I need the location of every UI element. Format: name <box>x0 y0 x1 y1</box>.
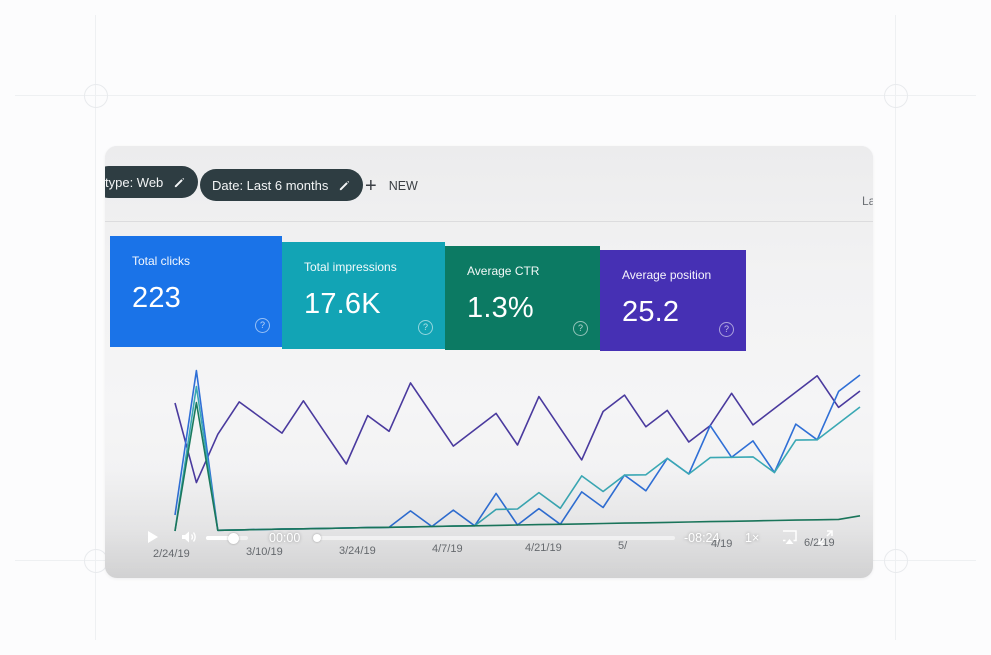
date-range-label: Date: Last 6 months <box>212 177 329 193</box>
player-controls <box>105 468 873 578</box>
toolbar-divider <box>105 221 873 222</box>
help-icon: ? <box>719 322 734 337</box>
pencil-icon <box>338 179 351 192</box>
metric-value: 1.3% <box>467 292 534 324</box>
metric-card-clicks: Total clicks 223 ? <box>110 236 282 347</box>
x-tick-label: 4/21/19 <box>525 542 562 554</box>
new-filter-label: NEW <box>388 179 418 193</box>
x-tick-label: 3/10/19 <box>246 546 283 558</box>
toolbar-edge-text: La <box>862 194 873 208</box>
frame-line-top <box>15 95 976 96</box>
frame-corner-circle <box>884 84 908 108</box>
frame-line-left <box>95 15 96 640</box>
chart-series-line-0 <box>174 375 861 484</box>
x-tick-label: 4/19 <box>711 538 732 550</box>
metric-label: Total clicks <box>132 254 191 268</box>
performance-line-chart <box>174 369 861 532</box>
new-filter-button: + NEW <box>365 176 418 196</box>
metric-card-position: Average position 25.2 ? <box>600 250 746 351</box>
metric-value: 17.6K <box>304 288 381 320</box>
frame-corner-circle <box>884 549 908 573</box>
x-tick-label: 2/24/19 <box>153 548 190 560</box>
plus-icon: + <box>365 175 377 197</box>
search-type-label: type: Web <box>105 174 164 190</box>
chart-series-line-3 <box>174 401 861 532</box>
x-tick-label: 4/7/19 <box>432 543 463 555</box>
video-player[interactable]: type: Web Date: Last 6 months + NEW La T… <box>105 146 873 578</box>
seek-bar-handle[interactable] <box>313 534 321 542</box>
volume-icon[interactable] <box>181 530 198 549</box>
frame-line-right <box>895 15 896 640</box>
seek-bar-track[interactable] <box>317 536 675 540</box>
metric-value: 25.2 <box>622 296 680 328</box>
current-time: 00:00 <box>269 531 301 545</box>
help-icon: ? <box>573 321 588 336</box>
frame-corner-circle <box>84 84 108 108</box>
volume-slider-fill <box>206 536 234 540</box>
play-icon[interactable] <box>147 530 159 549</box>
metric-card-impressions: Total impressions 17.6K ? <box>282 242 445 349</box>
search-type-chip: type: Web <box>105 166 199 198</box>
fullscreen-icon[interactable] <box>818 530 833 550</box>
metric-label: Average position <box>622 268 712 282</box>
metric-label: Total impressions <box>304 260 397 274</box>
airplay-icon[interactable] <box>781 530 798 550</box>
video-frame: type: Web Date: Last 6 months + NEW La T… <box>105 146 873 578</box>
metric-value: 223 <box>132 282 181 314</box>
metric-label: Average CTR <box>467 264 540 278</box>
help-icon: ? <box>255 318 270 333</box>
help-icon: ? <box>418 320 433 335</box>
remaining-time: -08:24 <box>684 531 720 545</box>
metric-card-ctr: Average CTR 1.3% ? <box>445 246 600 350</box>
playback-speed-button[interactable]: 1× <box>745 531 760 545</box>
x-tick-label: 5/ <box>618 540 627 552</box>
date-range-chip: Date: Last 6 months <box>200 169 364 201</box>
volume-slider-handle[interactable] <box>227 532 239 544</box>
x-tick-label: 3/24/19 <box>339 545 376 557</box>
pencil-icon <box>173 176 186 189</box>
